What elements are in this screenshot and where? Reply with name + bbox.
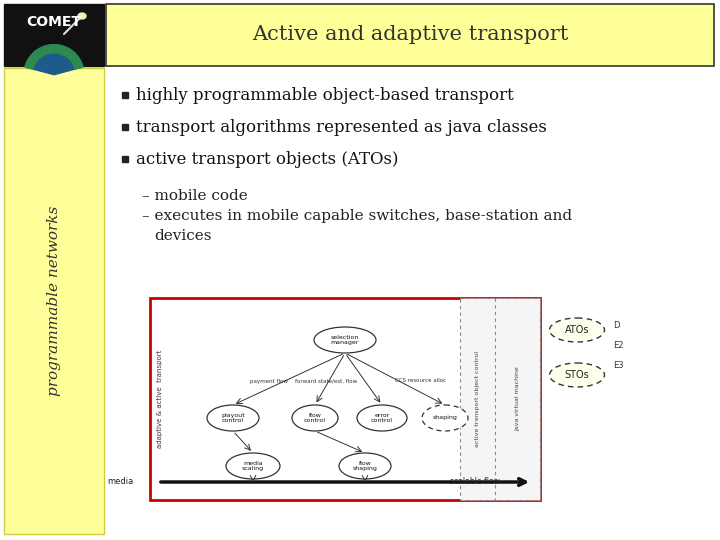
Ellipse shape — [78, 13, 86, 19]
Text: forward state/est. flow: forward state/est. flow — [295, 379, 357, 383]
Ellipse shape — [357, 405, 407, 431]
Ellipse shape — [226, 453, 280, 479]
Text: selection
manager: selection manager — [330, 335, 359, 346]
Text: shaping: shaping — [433, 415, 457, 421]
Wedge shape — [25, 45, 83, 75]
Text: Java virtual machine: Java virtual machine — [515, 367, 520, 431]
Text: devices: devices — [154, 229, 212, 243]
Text: E2: E2 — [613, 341, 624, 349]
Text: Active and adaptive transport: Active and adaptive transport — [252, 25, 568, 44]
Bar — [4, 68, 104, 534]
Text: – mobile code: – mobile code — [142, 189, 248, 203]
Wedge shape — [25, 45, 83, 69]
Text: transport algorithms represented as java classes: transport algorithms represented as java… — [136, 118, 547, 136]
Text: payment flow: payment flow — [250, 379, 288, 383]
Bar — [150, 298, 540, 500]
Text: programmable networks: programmable networks — [47, 206, 61, 396]
Bar — [106, 4, 714, 66]
Text: highly programmable object-based transport: highly programmable object-based transpo… — [136, 86, 514, 104]
Ellipse shape — [422, 405, 468, 431]
Text: flow
control: flow control — [304, 413, 326, 423]
Text: ATOs: ATOs — [564, 325, 589, 335]
Bar — [4, 4, 104, 66]
Bar — [460, 298, 540, 500]
Ellipse shape — [549, 363, 605, 387]
Text: E3: E3 — [613, 361, 624, 369]
Text: CCS resource alloc: CCS resource alloc — [395, 379, 446, 383]
Text: scalable flow: scalable flow — [450, 477, 500, 487]
Text: error
control: error control — [371, 413, 393, 423]
Text: adaptive & active  transport: adaptive & active transport — [157, 350, 163, 448]
Text: – executes in mobile capable switches, base-station and: – executes in mobile capable switches, b… — [142, 209, 572, 223]
Text: playout
control: playout control — [221, 413, 245, 423]
Ellipse shape — [339, 453, 391, 479]
Text: media
scaling: media scaling — [242, 461, 264, 471]
Text: STOs: STOs — [564, 370, 590, 380]
Ellipse shape — [292, 405, 338, 431]
Ellipse shape — [549, 318, 605, 342]
Ellipse shape — [314, 327, 376, 353]
Text: D: D — [613, 321, 619, 329]
Ellipse shape — [207, 405, 259, 431]
Text: flow
shaping: flow shaping — [353, 461, 377, 471]
Text: media: media — [107, 477, 133, 487]
Text: COMET: COMET — [27, 15, 81, 29]
Text: active transport objects (ATOs): active transport objects (ATOs) — [136, 151, 398, 167]
Text: active transport object control: active transport object control — [475, 351, 480, 447]
